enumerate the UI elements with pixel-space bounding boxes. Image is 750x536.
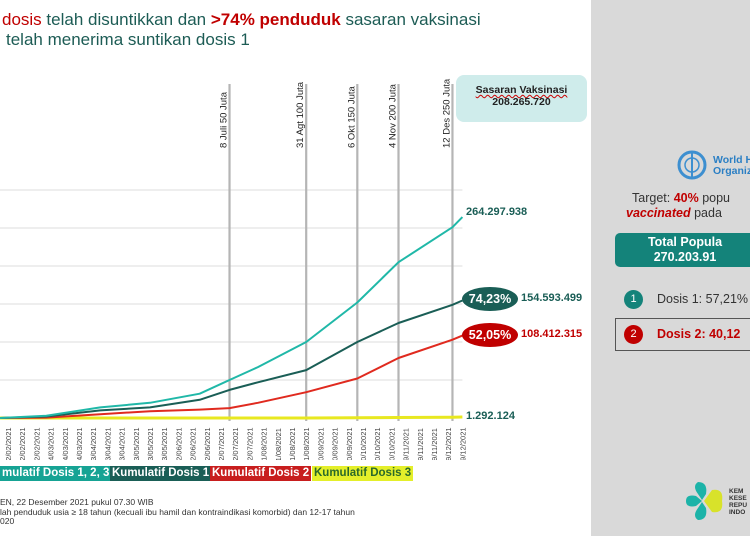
legend-dosis3: Kumulatif Dosis 3 xyxy=(312,466,414,481)
x-tick-label: 23/04/2021 xyxy=(118,427,127,460)
x-tick-label: 23/05/2021 xyxy=(160,427,169,460)
title-text: telah disuntikkan dan xyxy=(41,10,211,29)
x-tick-label: 09/12/2021 xyxy=(444,427,453,460)
legend-total: mulatif Dosis 1, 2, 3 xyxy=(0,466,112,481)
dose1-number-badge: 1 xyxy=(624,290,643,309)
x-tick-label: 12/02/2021 xyxy=(18,427,27,460)
sasaran-box: Sasaran Vaksinasi 208.265.720 xyxy=(456,75,587,122)
total-end-label: 264.297.938 xyxy=(466,206,528,218)
who-name-line1: World H xyxy=(713,154,750,166)
milestone-label: 12 Des 250 Juta xyxy=(441,78,452,148)
sasaran-label: Sasaran Vaksinasi xyxy=(475,84,568,96)
slide-title-line1: dosis telah disuntikkan dan >74% pendudu… xyxy=(2,10,481,30)
dosis3-end-label: 1.292.124 xyxy=(466,410,515,422)
dose2-number-badge: 2 xyxy=(624,325,643,344)
x-tick-label: 21/08/2021 xyxy=(288,427,297,460)
footnote-target: lah penduduk usia ≥ 18 tahun (kecuali ib… xyxy=(0,507,355,517)
dosis2-end-label: 108.412.315 xyxy=(521,328,583,340)
target-line1: Target: 40% popu xyxy=(632,191,730,205)
x-tick-label: 03/05/2021 xyxy=(132,427,141,460)
sasaran-value: 208.265.720 xyxy=(492,96,551,108)
x-tick-label: 03/04/2021 xyxy=(89,427,98,460)
title-text: dosis xyxy=(2,10,42,29)
x-tick-label: 02/02/2021 xyxy=(4,427,13,460)
total-population-label: Total Popula xyxy=(647,235,723,249)
total-population-box: Total Popula 270.203.91 xyxy=(615,233,750,267)
x-tick-label: 24/03/2021 xyxy=(75,427,84,460)
kemenkes-logo-icon xyxy=(686,482,723,520)
x-tick-label: 19/12/2021 xyxy=(458,427,467,460)
milestone-label: 6 Okt 150 Juta xyxy=(346,85,357,148)
milestone-label: 31 Agt 100 Juta xyxy=(295,81,306,148)
x-tick-label: 11/08/2021 xyxy=(274,428,283,460)
x-tick-label: 10/09/2021 xyxy=(316,427,325,460)
x-tick-label: 09/11/2021 xyxy=(402,428,411,460)
who-logo-icon xyxy=(677,150,707,180)
x-tick-label: 04/03/2021 xyxy=(47,427,56,460)
who-name-line2: Organiz xyxy=(713,165,750,177)
series-line-dosis1 xyxy=(0,299,463,419)
footnote-source: EN, 22 Desember 2021 pukul 07.30 WIB xyxy=(0,497,154,507)
x-tick-label: 30/09/2021 xyxy=(345,427,354,460)
slide-title-line2: telah menerima suntikan dosis 1 xyxy=(6,30,250,49)
x-tick-label: 22/06/2021 xyxy=(203,427,212,460)
kemenkes-line: INDO xyxy=(729,509,746,516)
series-line-dosis3 xyxy=(0,415,463,420)
series-line-dosis2 xyxy=(0,334,463,419)
who-target-panel xyxy=(591,0,750,536)
title-text: sasaran vaksinasi xyxy=(340,10,481,29)
target-text: pada xyxy=(690,206,722,220)
footnote-year: 020 xyxy=(0,516,15,526)
target-percent: 40% xyxy=(673,191,699,205)
kemenkes-text: KEM KESE REPU INDO xyxy=(729,488,747,516)
x-tick-label: 02/06/2021 xyxy=(174,427,183,460)
kemenkes-line: KESE xyxy=(729,495,747,502)
x-tick-label: 10/10/2021 xyxy=(359,427,368,460)
series-line-total xyxy=(0,216,464,419)
dose1-coverage: Dosis 1: 57,21% xyxy=(657,292,749,306)
x-tick-label: 13/05/2021 xyxy=(146,427,155,460)
vaccination-chart: 8 Juli 50 Juta 31 Agt 100 Juta 6 Okt 150 J… xyxy=(0,78,467,460)
title-highlight: >74% penduduk xyxy=(210,10,341,29)
dosis1-end-label: 154.593.499 xyxy=(521,292,583,304)
milestone-label: 8 Juli 50 Juta xyxy=(219,91,230,148)
x-tick-label: 02/07/2021 xyxy=(217,427,226,460)
x-tick-label: 30/10/2021 xyxy=(387,427,396,460)
legend-dosis1: Kumulatif Dosis 1 xyxy=(110,466,212,481)
x-tick-label: 14/03/2021 xyxy=(61,427,70,460)
x-tick-label: 19/11/2021 xyxy=(416,428,425,460)
x-tick-label: 20/09/2021 xyxy=(331,427,340,460)
total-population-value: 270.203.91 xyxy=(653,250,717,264)
x-tick-label: 20/10/2021 xyxy=(373,427,382,460)
dose2-coverage: Dosis 2: 40,12 xyxy=(657,327,741,341)
kemenkes-line: REPU xyxy=(729,502,748,509)
target-vaccinated: vaccinated xyxy=(626,206,691,220)
legend-dosis2: Kumulatif Dosis 2 xyxy=(210,466,312,481)
x-tick-label: 13/04/2021 xyxy=(103,427,112,460)
kemenkes-line: KEM xyxy=(729,488,744,495)
dose2-box xyxy=(615,318,750,351)
x-tick-label: 22/07/2021 xyxy=(245,427,254,460)
target-line2: vaccinated pada xyxy=(626,206,722,220)
target-text: Target: xyxy=(632,191,674,205)
dosis1-percent-badge: 74,23% xyxy=(462,287,518,311)
x-tick-label: 29/11/2021 xyxy=(430,428,439,460)
x-tick-label: 12/07/2021 xyxy=(231,427,240,460)
target-text: popu xyxy=(698,191,730,205)
milestone-label: 4 Nov 200 Juta xyxy=(388,83,399,148)
x-tick-label: 12/06/2021 xyxy=(189,427,198,460)
x-tick-label: 01/08/2021 xyxy=(260,427,269,460)
x-tick-label: 22/02/2021 xyxy=(32,427,41,460)
x-tick-label: 31/08/2021 xyxy=(302,427,311,460)
dosis2-percent-badge: 52,05% xyxy=(462,323,518,347)
